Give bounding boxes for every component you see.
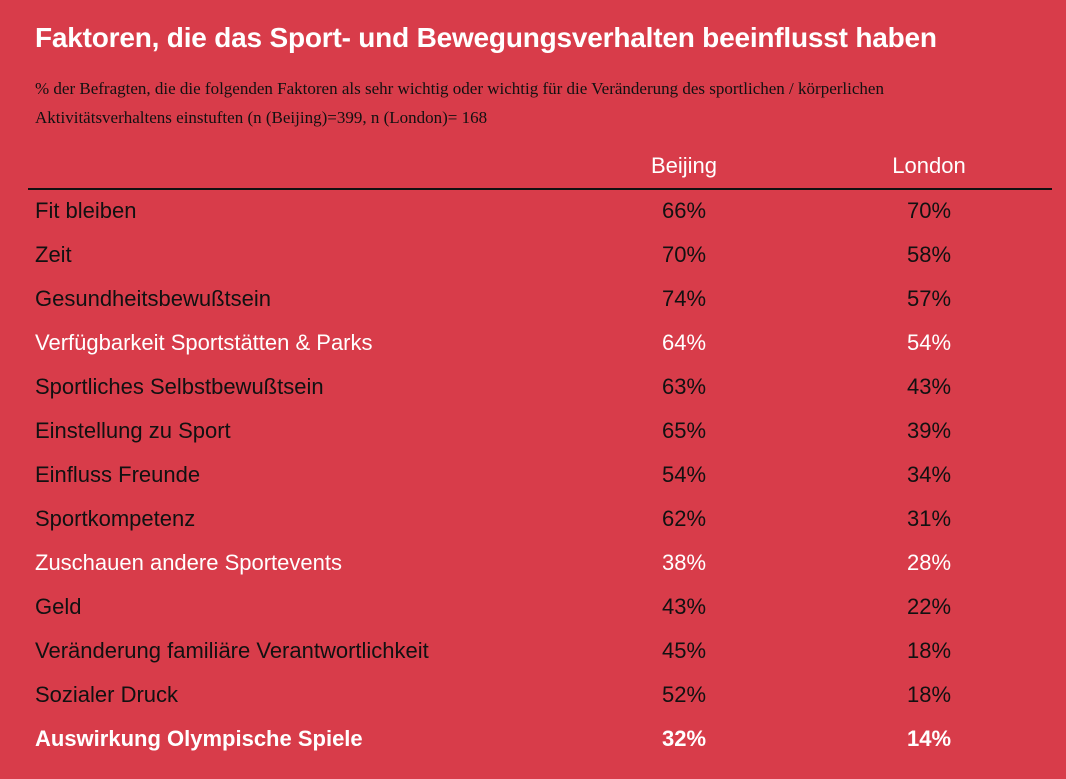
value-beijing: 66%: [661, 198, 707, 223]
value-beijing: 52%: [661, 682, 707, 707]
table-body: Fit bleiben 66% 70% Zeit 70% 58% Gesundheitsbe…: [28, 189, 1052, 761]
row-label: Verfügbarkeit Sportstätten & Parks: [35, 330, 373, 355]
row-label: Zeit: [35, 242, 72, 267]
table-row: Gesundheitsbewußtsein 74% 57%: [28, 277, 1052, 321]
chart-title: Faktoren, die das Sport- und Bewegungsve…: [35, 22, 937, 53]
row-label: Geld: [35, 594, 82, 619]
row-label: Gesundheitsbewußtsein: [35, 286, 272, 311]
table-row: Sportliches Selbstbewußtsein 63% 43%: [28, 365, 1052, 409]
value-beijing: 32%: [661, 726, 707, 751]
row-label: Zuschauen andere Sportevents: [35, 550, 342, 575]
chart-subtitle: % der Befragten, die die folgenden Fakto…: [35, 79, 884, 127]
value-beijing: 38%: [661, 550, 707, 575]
value-beijing: 63%: [661, 374, 707, 399]
table-row: Sportkompetenz 62% 31%: [28, 497, 1052, 541]
value-london: 14%: [906, 726, 952, 751]
row-label: Veränderung familiäre Verantwortlichkeit: [35, 638, 429, 663]
value-beijing: 74%: [661, 286, 707, 311]
value-london: 31%: [906, 506, 952, 531]
value-beijing: 45%: [661, 638, 707, 663]
table-row: Zeit 70% 58%: [28, 233, 1052, 277]
value-beijing: 70%: [661, 242, 707, 267]
column-header-beijing: Beijing: [650, 153, 718, 178]
table-row: Fit bleiben 66% 70%: [28, 189, 1052, 233]
value-london: 70%: [906, 198, 952, 223]
table-row: Einstellung zu Sport 65% 39%: [28, 409, 1052, 453]
row-label: Sozialer Druck: [35, 682, 179, 707]
row-label: Sportkompetenz: [35, 506, 196, 531]
value-london: 28%: [906, 550, 952, 575]
value-london: 22%: [906, 594, 952, 619]
table-row: Verfügbarkeit Sportstätten & Parks 64% 54%: [28, 321, 1052, 365]
value-london: 18%: [906, 638, 952, 663]
row-label: Einfluss Freunde: [35, 462, 201, 487]
row-label: Sportliches Selbstbewußtsein: [35, 374, 324, 399]
column-header-london: London: [892, 153, 966, 178]
value-london: 43%: [906, 374, 952, 399]
value-london: 54%: [906, 330, 952, 355]
table-row: Auswirkung Olympische Spiele 32% 14%: [28, 717, 1052, 761]
value-beijing: 62%: [661, 506, 707, 531]
table-row: Zuschauen andere Sportevents 38% 28%: [28, 541, 1052, 585]
value-beijing: 54%: [661, 462, 707, 487]
row-label: Fit bleiben: [35, 198, 137, 223]
table-row: Einfluss Freunde 54% 34%: [28, 453, 1052, 497]
value-london: 18%: [906, 682, 952, 707]
value-beijing: 43%: [661, 594, 707, 619]
value-beijing: 65%: [661, 418, 707, 443]
table-header: Beijing London: [28, 150, 1052, 190]
value-london: 58%: [906, 242, 952, 267]
value-london: 39%: [906, 418, 952, 443]
table-row: Sozialer Druck 52% 18%: [28, 673, 1052, 717]
row-label: Auswirkung Olympische Spiele: [35, 726, 363, 751]
value-beijing: 64%: [661, 330, 707, 355]
table-row: Geld 43% 22%: [28, 585, 1052, 629]
value-london: 34%: [906, 462, 952, 487]
row-label: Einstellung zu Sport: [35, 418, 231, 443]
table-row: Veränderung familiäre Verantwortlichkeit…: [28, 629, 1052, 673]
value-london: 57%: [906, 286, 952, 311]
